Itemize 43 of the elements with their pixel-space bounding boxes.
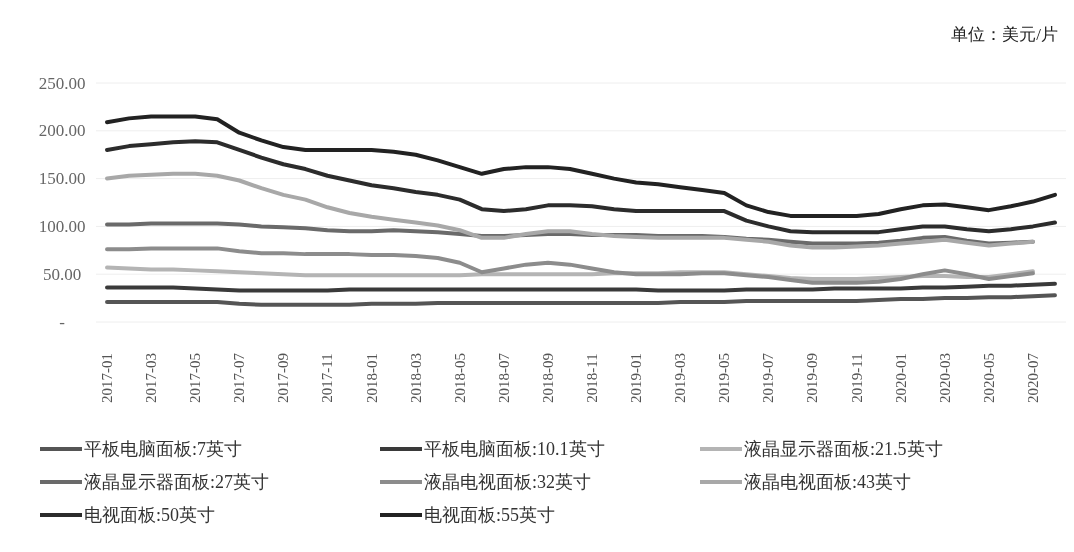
y-tick-label: 50.00	[42, 264, 82, 284]
x-tick-label: 2017-03	[143, 353, 160, 403]
legend-label: 液晶电视面板:43英寸	[744, 472, 912, 492]
line-series	[105, 281, 1057, 293]
legend-label: 电视面板:50英寸	[84, 505, 216, 525]
x-tick-label: 2020-05	[980, 353, 997, 403]
legend-label: 液晶显示器面板:21.5英寸	[744, 439, 943, 459]
x-tick-label: 2017-07	[231, 352, 248, 403]
line-series	[105, 114, 1057, 218]
y-tick-label: 100.00	[38, 216, 86, 236]
legend-label: 电视面板:55英寸	[424, 505, 556, 525]
text: 单位：美元/片	[951, 25, 1058, 44]
x-tick-label: 2019-09	[804, 353, 821, 403]
x-tick-label: 2018-07	[495, 352, 512, 403]
x-tick-label: 2018-11	[584, 353, 601, 403]
x-tick-label: 2017-09	[275, 353, 292, 403]
line-series	[105, 246, 1035, 285]
x-tick-label: 2019-03	[672, 353, 689, 403]
x-tick-label: 2019-11	[848, 353, 865, 403]
x-tick-label: 2020-01	[892, 353, 909, 403]
x-tick-label: 2019-07	[760, 352, 777, 403]
legend-label: 平板电脑面板:10.1英寸	[424, 439, 605, 459]
line-series	[105, 293, 1057, 307]
y-tick-label: 150.00	[38, 169, 86, 189]
x-tick-label: 2020-03	[936, 353, 953, 403]
legend-label: 液晶显示器面板:27英寸	[84, 472, 270, 492]
x-tick-label: 2018-01	[363, 353, 380, 403]
x-tick-label: 2019-05	[716, 353, 733, 403]
x-tick-label: 2018-09	[539, 353, 556, 403]
x-tick-label: 2019-01	[628, 353, 645, 403]
x-tick-label: 2017-01	[99, 353, 116, 403]
x-tick-label: 2020-07	[1024, 352, 1041, 403]
line-series	[105, 171, 1035, 250]
y-tick-label: 250.00	[38, 73, 86, 93]
x-tick-label: 2018-03	[407, 353, 424, 403]
x-tick-label: 2018-05	[451, 353, 468, 403]
legend-label: 液晶电视面板:32英寸	[424, 472, 592, 492]
legend-label: 平板电脑面板:7英寸	[84, 439, 243, 459]
x-tick-label: 2017-11	[319, 353, 336, 403]
x-tick-label: 2017-05	[187, 353, 204, 403]
y-tick-label: -	[59, 312, 66, 332]
line-series	[105, 139, 1057, 235]
y-tick-label: 200.00	[38, 121, 86, 141]
